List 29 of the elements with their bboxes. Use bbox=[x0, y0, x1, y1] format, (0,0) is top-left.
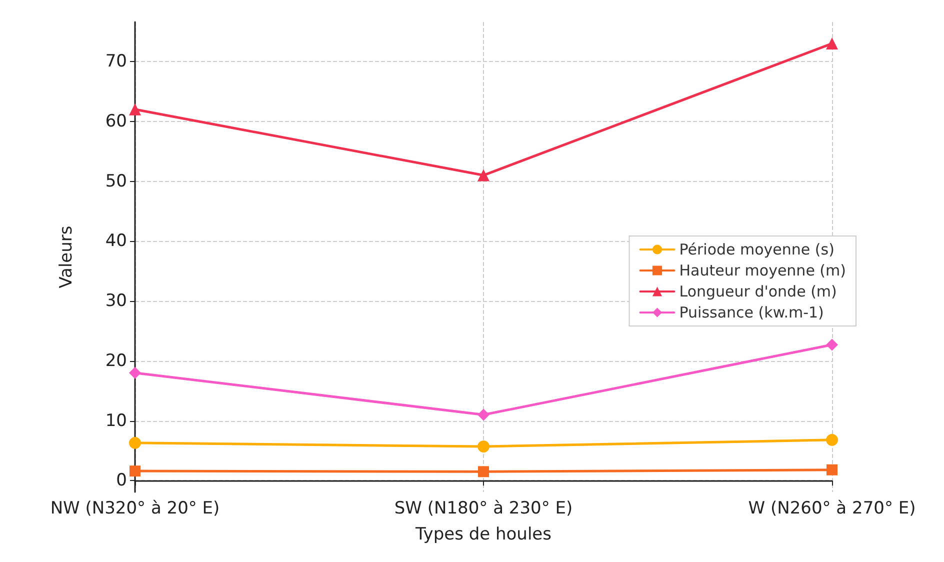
point bbox=[478, 440, 490, 452]
legend-label: Longueur d'onde (m) bbox=[679, 282, 837, 300]
y-tick-label: 70 bbox=[105, 52, 127, 72]
point bbox=[129, 103, 141, 116]
x-tick-label: NW (N320° à 20° E) bbox=[50, 498, 220, 518]
y-tick-label: 0 bbox=[116, 470, 127, 491]
point bbox=[478, 466, 489, 478]
y-tick-label: 50 bbox=[105, 171, 127, 192]
point bbox=[129, 366, 141, 379]
y-tick-label: 30 bbox=[105, 291, 127, 312]
point bbox=[826, 38, 838, 50]
point bbox=[129, 436, 141, 449]
y-tick-label: 60 bbox=[105, 111, 127, 132]
legend-label: Puissance (kw.m-1) bbox=[679, 304, 824, 322]
point bbox=[826, 338, 838, 351]
y-tick-label: 20 bbox=[105, 350, 127, 371]
point bbox=[826, 434, 838, 446]
point bbox=[826, 464, 838, 476]
x-axis-title: Types de houles bbox=[414, 524, 552, 544]
x-tick-label: W (N260° à 270° E) bbox=[748, 498, 916, 518]
legend-label: Hauteur moyenne (m) bbox=[679, 262, 846, 280]
point bbox=[130, 466, 140, 477]
point bbox=[478, 169, 490, 182]
y-axis-title: Valeurs bbox=[56, 226, 76, 288]
legend-label: Période moyenne (s) bbox=[679, 240, 834, 258]
x-tick-label: SW (N180° à 230° E) bbox=[394, 498, 573, 518]
y-tick-label: 10 bbox=[105, 410, 127, 431]
y-tick-label: 40 bbox=[105, 231, 127, 252]
point bbox=[478, 408, 490, 421]
